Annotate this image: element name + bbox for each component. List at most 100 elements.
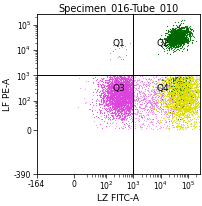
Point	[104, 85, 107, 88]
Point	[177, 29, 180, 32]
Point	[139, 125, 142, 128]
Point	[126, 88, 129, 91]
Point	[166, 28, 169, 32]
Point	[175, 125, 178, 128]
Point	[181, 36, 184, 39]
Point	[169, 124, 172, 127]
Point	[177, 39, 180, 42]
Point	[180, 78, 183, 81]
Point	[113, 83, 117, 87]
Point	[185, 74, 188, 78]
Point	[119, 74, 122, 77]
Point	[119, 93, 123, 96]
Point	[175, 81, 178, 84]
Point	[191, 82, 194, 85]
Point	[178, 76, 181, 80]
Point	[127, 83, 130, 86]
Point	[179, 113, 183, 116]
Point	[105, 110, 108, 113]
Point	[158, 95, 161, 98]
Point	[111, 105, 115, 108]
Point	[174, 37, 178, 40]
Point	[128, 93, 132, 96]
Point	[107, 91, 110, 95]
Point	[176, 31, 179, 34]
Point	[126, 98, 129, 101]
Point	[179, 87, 183, 90]
Point	[167, 36, 170, 40]
Point	[155, 94, 158, 97]
Point	[124, 88, 127, 92]
Point	[109, 118, 113, 121]
Point	[166, 124, 170, 128]
Point	[177, 81, 180, 85]
Point	[121, 97, 124, 101]
Point	[115, 43, 119, 47]
Point	[177, 100, 180, 103]
Point	[113, 101, 117, 104]
Point	[170, 33, 173, 37]
Point	[171, 40, 174, 43]
Point	[113, 102, 116, 105]
Point	[117, 95, 120, 99]
Point	[113, 47, 116, 51]
Point	[181, 118, 184, 121]
Point	[119, 106, 123, 110]
Point	[175, 87, 178, 90]
Point	[183, 90, 187, 93]
Point	[174, 87, 177, 91]
Point	[187, 31, 190, 34]
Point	[171, 78, 174, 81]
Point	[149, 90, 153, 93]
Point	[94, 101, 97, 105]
Point	[183, 85, 186, 89]
Point	[116, 98, 119, 102]
Point	[126, 84, 129, 87]
Point	[186, 125, 189, 129]
Point	[125, 100, 128, 103]
Point	[176, 43, 179, 46]
Point	[187, 103, 190, 107]
Point	[170, 97, 174, 100]
Point	[108, 97, 111, 100]
Point	[185, 100, 188, 103]
Point	[184, 78, 187, 82]
Point	[177, 76, 180, 80]
Point	[124, 105, 127, 108]
Point	[108, 98, 111, 102]
Point	[112, 78, 115, 82]
Point	[178, 37, 182, 40]
Point	[177, 25, 180, 28]
Point	[163, 45, 166, 48]
Point	[178, 96, 181, 99]
Point	[167, 36, 170, 40]
Point	[77, 77, 80, 80]
Point	[168, 78, 171, 82]
Point	[168, 35, 171, 39]
Point	[182, 88, 186, 91]
Point	[173, 37, 176, 40]
Point	[180, 94, 184, 97]
Point	[186, 95, 189, 99]
Point	[122, 90, 125, 93]
Point	[169, 89, 172, 92]
Point	[120, 100, 124, 103]
Point	[107, 96, 110, 99]
Point	[175, 91, 178, 94]
Point	[178, 79, 181, 82]
Point	[189, 92, 193, 96]
Point	[120, 80, 123, 83]
Point	[174, 33, 178, 36]
Point	[98, 94, 101, 97]
Point	[195, 101, 198, 104]
Point	[187, 77, 191, 81]
Point	[114, 81, 117, 84]
Point	[176, 37, 179, 40]
Point	[182, 19, 185, 22]
Point	[114, 116, 117, 119]
Point	[166, 33, 169, 36]
Point	[130, 97, 134, 100]
Point	[174, 35, 177, 38]
Point	[168, 81, 171, 85]
Point	[155, 83, 158, 87]
